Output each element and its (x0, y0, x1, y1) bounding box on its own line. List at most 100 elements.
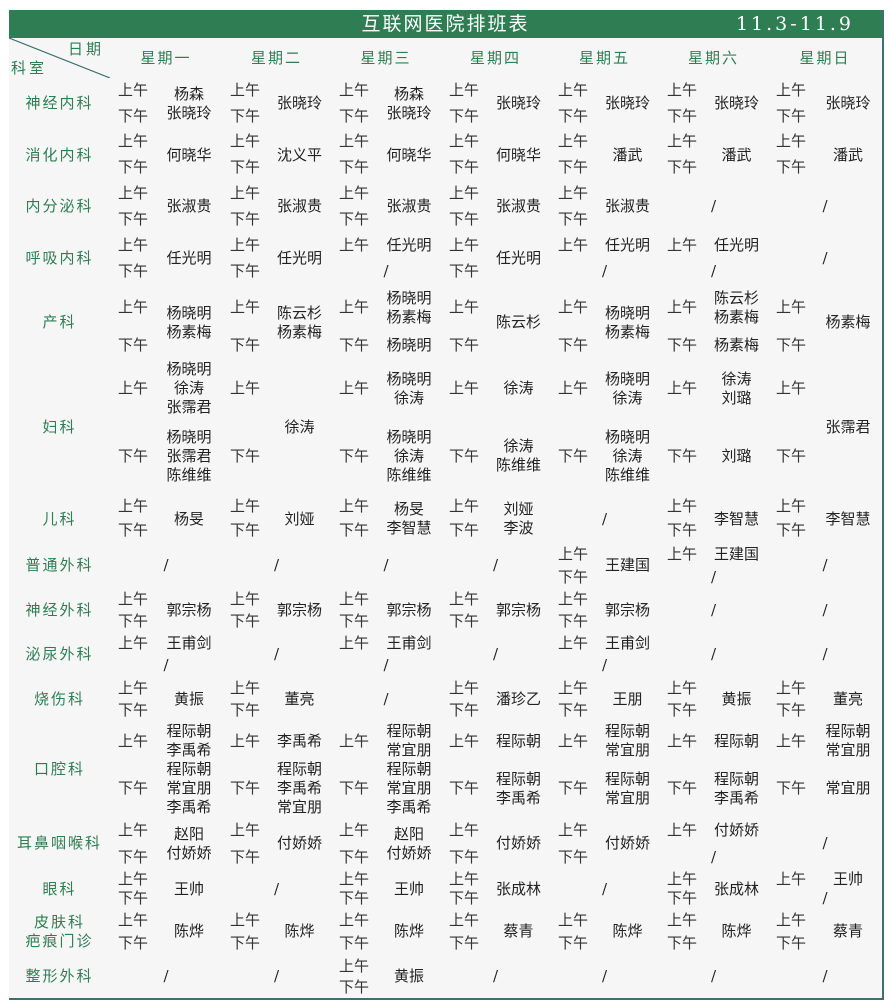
am-label: 上午 (331, 78, 379, 105)
pm-doctor: 程际朝 李禹希 (705, 760, 770, 819)
am-label: 上午 (222, 129, 270, 156)
doctor-name: 陈烨 (705, 908, 770, 957)
am-label: 上午 (222, 817, 270, 846)
pm-label: 下午 (441, 154, 489, 183)
pm-label: 下午 (768, 932, 816, 957)
pm-label: 下午 (110, 699, 158, 724)
am-label: 上午 (441, 870, 489, 891)
no-shift-mark: / (768, 181, 884, 234)
no-shift-mark: / (550, 654, 661, 679)
doctor-name: 张淑贵 (377, 181, 443, 234)
am-doctor: 杨晓明 徐涛 (596, 360, 661, 419)
am-doctor: 任光明 (705, 232, 770, 260)
no-shift-mark: / (659, 588, 770, 634)
doctor-name: 徐涛 (268, 360, 333, 497)
am-label: 上午 (110, 677, 158, 701)
am-label: 上午 (441, 285, 489, 332)
no-shift-mark: / (768, 955, 884, 1000)
doctor-name: 付娇娇 (268, 817, 333, 872)
am-label: 上午 (110, 495, 158, 520)
pm-label: 下午 (110, 258, 158, 287)
am-label: 上午 (441, 817, 489, 846)
pm-label: 下午 (659, 889, 707, 910)
am-label: 上午 (331, 632, 379, 656)
pm-doctor: 杨晓明 徐涛 陈维维 (377, 417, 443, 497)
pm-label: 下午 (222, 518, 270, 545)
doctor-name: 杨晓明 杨素梅 (596, 285, 661, 362)
pm-doctor: 杨素梅 (705, 330, 770, 362)
day-header: 星期日 (768, 38, 884, 80)
am-label: 上午 (550, 722, 598, 762)
doctor-name: 任光明 (268, 232, 333, 287)
am-label: 上午 (441, 232, 489, 260)
am-label: 上午 (659, 495, 707, 520)
pm-label: 下午 (768, 699, 816, 724)
department-name: 产科 (9, 285, 112, 362)
doctor-name: 陈烨 (596, 908, 661, 957)
no-shift-mark: / (222, 632, 333, 679)
doctor-name: 杨晓明 杨素梅 (156, 285, 224, 362)
pm-label: 下午 (659, 760, 707, 819)
doctor-name: 何晓华 (487, 129, 552, 183)
doctor-name: 杨旻 李智慧 (377, 495, 443, 545)
pm-label: 下午 (331, 154, 379, 183)
am-label: 上午 (331, 181, 379, 208)
doctor-name: 蔡青 (814, 908, 884, 957)
day-header: 星期一 (110, 38, 224, 80)
no-shift-mark: / (110, 543, 224, 590)
pm-label: 下午 (441, 206, 489, 234)
doctor-name: 张晓玲 (596, 78, 661, 131)
pm-label: 下午 (331, 417, 379, 497)
am-label: 上午 (222, 722, 270, 762)
pm-label: 下午 (222, 699, 270, 724)
department-name: 消化内科 (9, 129, 112, 183)
pm-label: 下午 (550, 844, 598, 872)
department-name: 儿科 (9, 495, 112, 545)
corner-header: 日期 科室 (9, 38, 112, 80)
doctor-name: 张霈君 (814, 360, 884, 497)
am-doctor: 程际朝 常宜朋 (814, 722, 884, 762)
pm-label: 下午 (441, 417, 489, 497)
am-label: 上午 (222, 360, 270, 419)
doctor-name: 张淑贵 (596, 181, 661, 234)
am-label: 上午 (550, 129, 598, 156)
doctor-name: 黄振 (156, 677, 224, 724)
no-shift-mark: / (222, 955, 333, 1000)
pm-label: 下午 (550, 699, 598, 724)
no-shift-mark: / (331, 654, 443, 679)
doctor-name: 郭宗杨 (377, 588, 443, 634)
am-label: 上午 (659, 543, 707, 568)
am-label: 上午 (222, 78, 270, 105)
day-header: 星期四 (441, 38, 552, 80)
am-doctor: 程际朝 常宜朋 (596, 722, 661, 762)
am-label: 上午 (331, 285, 379, 332)
pm-label: 下午 (110, 103, 158, 131)
no-shift-mark: / (441, 632, 552, 679)
department-name: 内分泌科 (9, 181, 112, 234)
am-doctor: 付娇娇 (705, 817, 770, 846)
pm-label: 下午 (550, 566, 598, 590)
pm-label: 下午 (441, 518, 489, 545)
pm-label: 下午 (222, 206, 270, 234)
am-label: 上午 (222, 232, 270, 260)
pm-label: 下午 (331, 206, 379, 234)
am-label: 上午 (331, 722, 379, 762)
doctor-name: 张成林 (487, 870, 552, 910)
pm-label: 下午 (110, 932, 158, 957)
doctor-name: 陈云杉 杨素梅 (268, 285, 333, 362)
am-doctor: 李禹希 (268, 722, 333, 762)
am-doctor: 程际朝 (487, 722, 552, 762)
pm-label: 下午 (331, 103, 379, 131)
pm-doctor: 徐涛 陈维维 (487, 417, 552, 497)
doctor-name: 王朋 (596, 677, 661, 724)
am-label: 上午 (110, 722, 158, 762)
am-doctor: 王帅 (814, 870, 884, 891)
am-label: 上午 (768, 360, 816, 419)
doctor-name: 张淑贵 (156, 181, 224, 234)
am-doctor: 徐涛 刘璐 (705, 360, 770, 419)
no-shift-mark: / (110, 654, 224, 679)
am-label: 上午 (659, 129, 707, 156)
pm-label: 下午 (331, 610, 379, 634)
pm-label: 下午 (222, 258, 270, 287)
am-label: 上午 (331, 495, 379, 520)
